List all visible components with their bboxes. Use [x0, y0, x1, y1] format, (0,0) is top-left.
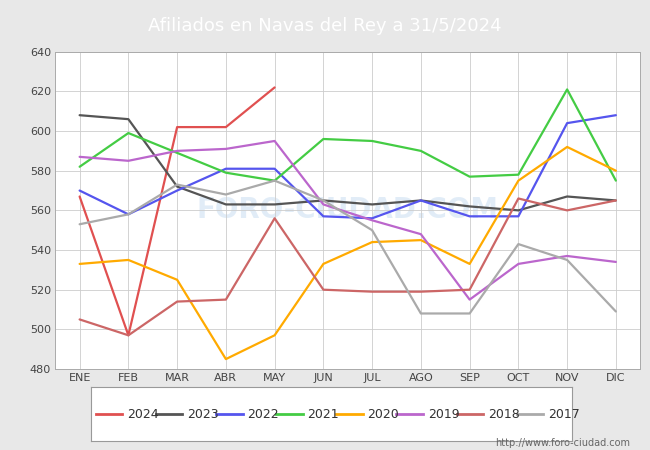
Text: 2018: 2018 — [488, 408, 519, 420]
Text: Afiliados en Navas del Rey a 31/5/2024: Afiliados en Navas del Rey a 31/5/2024 — [148, 17, 502, 35]
Text: 2021: 2021 — [307, 408, 339, 420]
Text: 2023: 2023 — [187, 408, 219, 420]
Text: 2019: 2019 — [428, 408, 460, 420]
Text: 2020: 2020 — [368, 408, 399, 420]
Text: 2024: 2024 — [127, 408, 159, 420]
Text: FORO-CIUDAD.COM: FORO-CIUDAD.COM — [197, 196, 499, 225]
Text: http://www.foro-ciudad.com: http://www.foro-ciudad.com — [495, 438, 630, 448]
Text: 2017: 2017 — [548, 408, 580, 420]
Text: 2022: 2022 — [248, 408, 279, 420]
